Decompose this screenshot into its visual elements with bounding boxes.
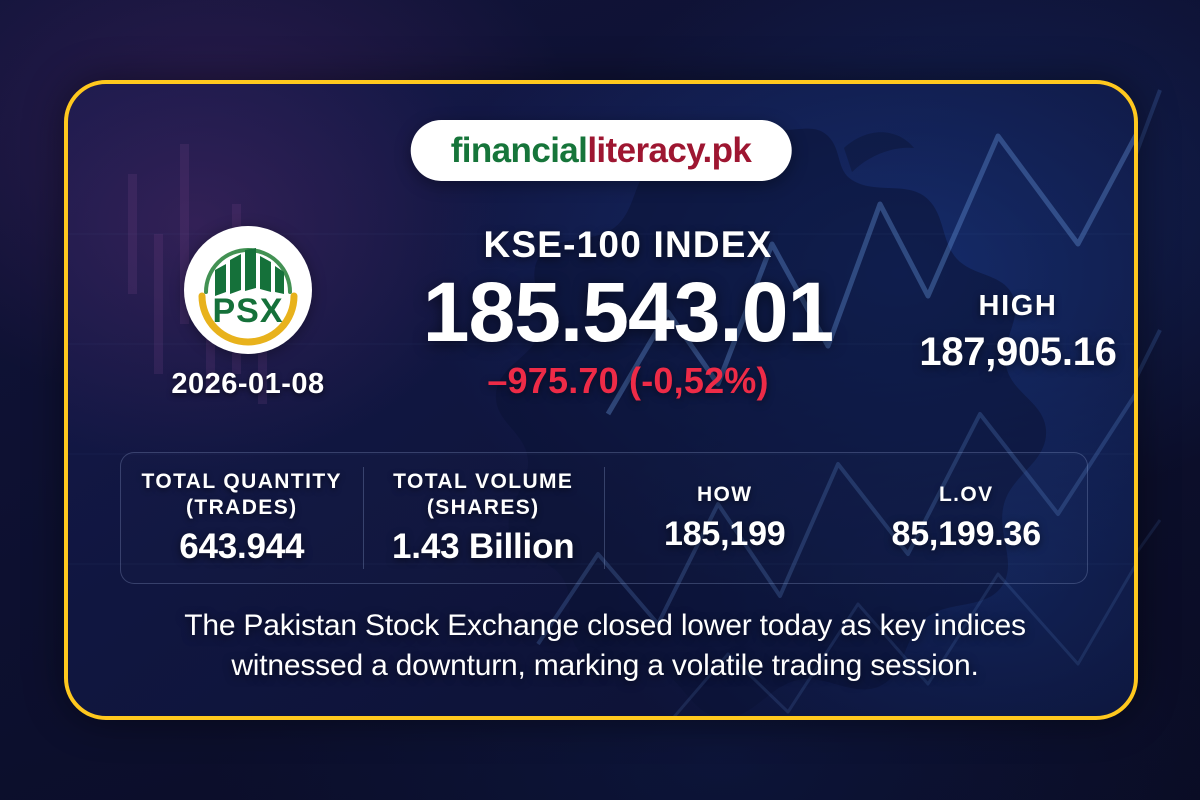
stat-label-line1: TOTAL VOLUME	[393, 469, 574, 493]
stat-label-line1: HOW	[696, 483, 753, 507]
summary-note: The Pakistan Stock Exchange closed lower…	[184, 609, 1026, 683]
high-value: 187,905.16	[919, 330, 1117, 374]
index-summary: KSE-100 INDEX 185.543.01 –975.70 (-0,52%…	[368, 224, 888, 402]
svg-text:PSX: PSX	[212, 292, 283, 330]
brand-text-wrapper: financialliteracy.pk	[451, 131, 752, 170]
stat-label: TOTAL QUANTITY (TRADES)	[142, 469, 342, 520]
trading-date: 2026-01-08	[171, 368, 325, 400]
stat-value: 185,199	[663, 514, 786, 553]
exchange-identity: PSX 2026-01-08	[108, 226, 388, 401]
brand-badge[interactable]: financialliteracy.pk	[410, 120, 792, 181]
psx-logo-icon: PSX	[184, 226, 312, 354]
stat-cell-how: HOW 185,199	[604, 453, 846, 583]
index-value: 185.543.01	[422, 265, 834, 359]
stats-panel: TOTAL QUANTITY (TRADES) 643.944 TOTAL VO…	[120, 452, 1088, 584]
stat-cell-total-quantity: TOTAL QUANTITY (TRADES) 643.944	[121, 453, 363, 583]
psx-mark-icon: PSX	[198, 248, 298, 346]
stat-label-line1: L.OV	[938, 483, 994, 507]
brand-text-secondary: literacy.pk	[587, 131, 752, 170]
stat-label-line2: (TRADES)	[185, 495, 298, 519]
stat-label: L.OV	[939, 482, 994, 508]
stat-cell-total-volume: TOTAL VOLUME (SHARES) 1.43 Billion	[362, 453, 605, 583]
main-card: financialliteracy.pk	[64, 80, 1138, 720]
stat-value: 85,199.36	[891, 514, 1042, 553]
brand-text-primary: financial	[450, 131, 588, 170]
stat-label-line1: TOTAL QUANTITY	[141, 469, 342, 493]
stat-label: TOTAL VOLUME (SHARES)	[393, 469, 573, 520]
index-change: –975.70 (-0,52%)	[487, 359, 769, 401]
stat-label-line2: (SHARES)	[426, 495, 540, 519]
high-label: HIGH	[978, 290, 1058, 322]
stat-label: HOW	[697, 482, 753, 508]
high-summary: HIGH 187,905.16	[898, 290, 1134, 375]
stat-cell-low: L.OV 85,199.36	[846, 453, 1088, 583]
stat-value: 1.43 Billion	[392, 527, 575, 567]
index-title: KSE-100 INDEX	[483, 224, 773, 265]
stat-value: 643.944	[179, 527, 305, 567]
